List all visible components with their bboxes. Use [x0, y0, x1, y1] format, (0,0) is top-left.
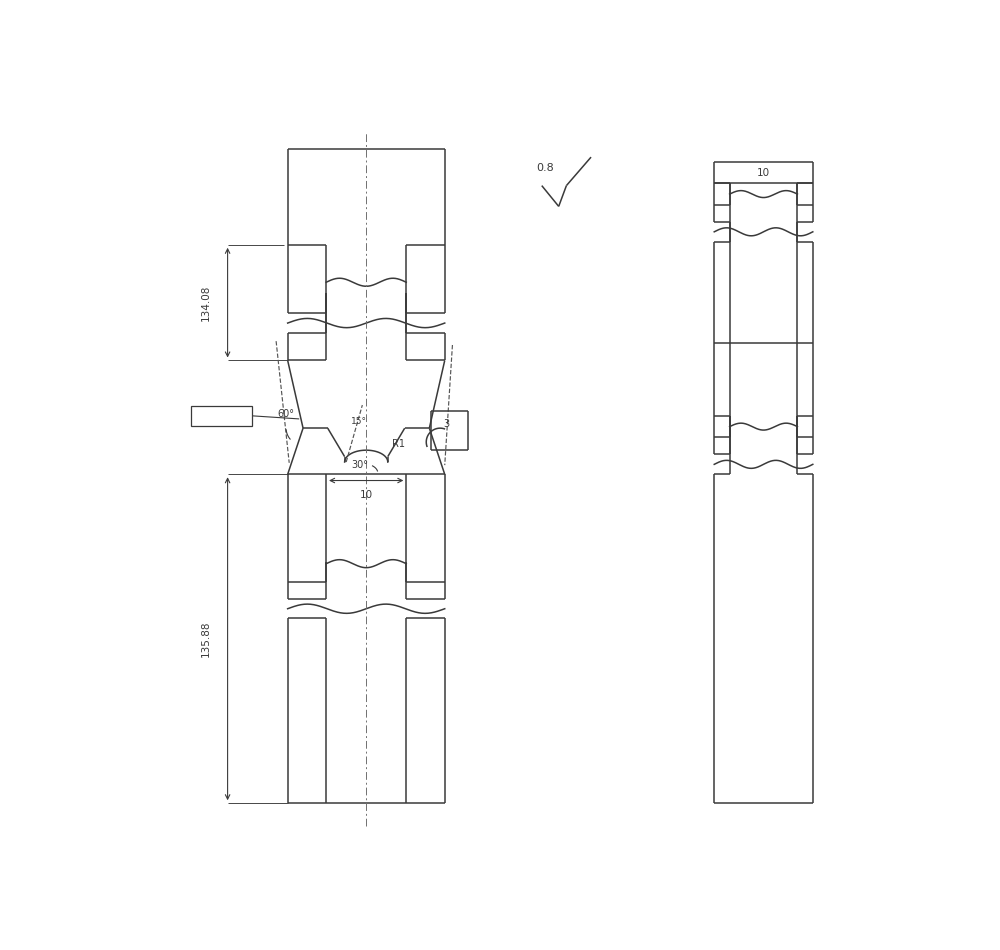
Text: 10: 10: [757, 167, 770, 178]
Text: 135.88: 135.88: [201, 620, 211, 657]
Text: 0.8: 0.8: [536, 162, 554, 173]
Bar: [191, 406, 252, 426]
Text: 60°: 60°: [278, 409, 295, 419]
Text: 15°: 15°: [351, 417, 367, 427]
Text: R1: R1: [392, 439, 405, 449]
Text: 30°: 30°: [352, 460, 369, 470]
Text: 10: 10: [360, 490, 373, 500]
Text: 0.02: 0.02: [221, 411, 242, 420]
Text: 134.08: 134.08: [201, 284, 211, 321]
Text: 3: 3: [443, 419, 449, 429]
